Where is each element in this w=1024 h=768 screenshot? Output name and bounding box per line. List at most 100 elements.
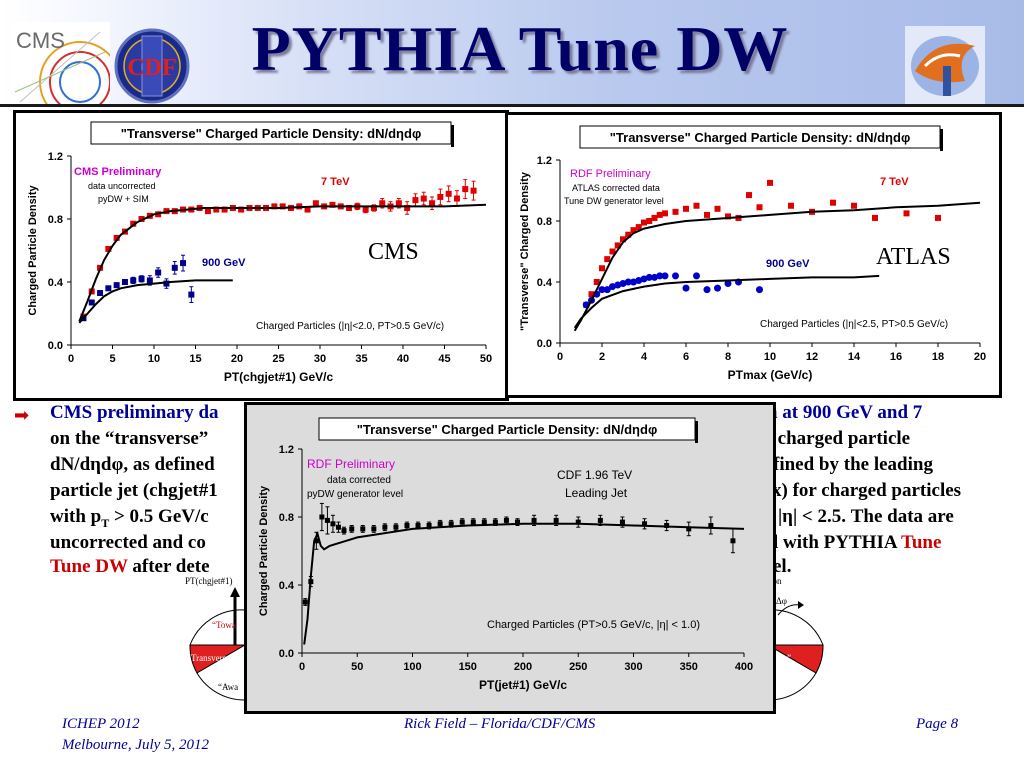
data-point [279, 203, 286, 210]
diagram-away-label: “Awa [218, 682, 239, 692]
data-point [730, 538, 736, 544]
data-point [651, 273, 658, 281]
body-line-1-right: a at 900 GeV and 7 [768, 402, 923, 423]
data-point [672, 208, 679, 215]
data-point [788, 202, 794, 209]
x-tick-label: 50 [351, 661, 363, 673]
data-point [651, 214, 658, 221]
y-tick-label: 0.8 [537, 216, 552, 228]
x-tick-label: 10 [764, 351, 776, 363]
data-point [656, 272, 664, 280]
data-point [903, 210, 910, 217]
data-point [851, 202, 857, 209]
annotation-cuts: Charged Particles (|η|<2.0, PT>0.5 GeV/c… [256, 321, 444, 332]
data-point [642, 521, 648, 527]
data-point [130, 220, 137, 227]
data-point [703, 286, 711, 294]
x-tick-label: 400 [735, 661, 753, 673]
data-point [382, 524, 388, 530]
data-point [437, 193, 444, 200]
data-point [645, 273, 653, 281]
data-point [393, 524, 399, 530]
annotation-exp1: CDF 1.96 TeV [557, 468, 632, 482]
cdf-logo: CDF [112, 28, 192, 104]
data-point [724, 280, 732, 288]
data-point [121, 279, 128, 285]
x-tick-label: 0 [557, 351, 563, 363]
data-point [693, 272, 700, 280]
data-point [756, 286, 763, 294]
chart-title-shadow [451, 125, 454, 147]
data-point [362, 206, 369, 213]
x-tick-label: 2 [599, 351, 605, 363]
data-point [415, 523, 421, 528]
data-point [313, 538, 319, 544]
data-point [329, 201, 336, 208]
data-point [429, 200, 436, 207]
data-point [448, 521, 454, 527]
data-point [514, 519, 520, 525]
data-point [624, 278, 632, 286]
y-tick-label: 0.8 [48, 214, 63, 226]
data-point [625, 231, 632, 238]
chart-cms: "Transverse" Charged Particle Density: d… [27, 121, 492, 384]
annotation-prelim: CMS Preliminary [74, 166, 162, 178]
footer-author: Rick Field – Florida/CDF/CMS [404, 716, 596, 732]
x-tick-label: 100 [403, 661, 421, 673]
body-line-3-left: dN/dηdφ, as defined [50, 454, 215, 475]
annotation-note1: ATLAS corrected data [572, 183, 660, 193]
x-tick-label: 12 [806, 351, 818, 363]
data-point [349, 526, 355, 532]
data-point [445, 190, 452, 197]
data-point [238, 206, 245, 213]
slide-title: PYTHIA Tune DW [251, 13, 789, 84]
annotation-note2: pyDW generator level [307, 489, 403, 500]
data-point [693, 202, 700, 209]
x-tick-label: 6 [683, 351, 689, 363]
data-point [575, 519, 581, 525]
diagram-transverse-left: “Transverse” [187, 653, 235, 663]
data-point [420, 195, 427, 202]
data-point [412, 197, 419, 204]
x-axis-label: PTmax (GeV/c) [728, 368, 813, 382]
x-tick-label: 250 [569, 661, 587, 673]
data-point [437, 521, 443, 527]
y-axis-label: Charged Particle Density [27, 185, 39, 316]
y-tick-label: 1.2 [48, 151, 63, 163]
annotation-note2: Tune DW generator level [564, 196, 664, 206]
x-tick-label: 20 [974, 351, 986, 363]
annotation-label_900: 900 GeV [202, 257, 246, 269]
y-tick-label: 0.0 [537, 338, 552, 350]
body-line-5-left: with pT > 0.5 GeV/c [50, 506, 209, 530]
data-point [470, 519, 476, 525]
data-point [105, 245, 112, 252]
y-tick-label: 1.2 [537, 155, 552, 167]
data-point [614, 281, 622, 289]
y-tick-label: 0.0 [48, 340, 63, 352]
data-point [163, 280, 170, 287]
data-point [630, 227, 637, 234]
annotation-exp2: Leading Jet [565, 486, 628, 500]
chart-title: "Transverse" Charged Particle Density: d… [121, 126, 422, 141]
data-point [146, 277, 153, 284]
data-point [395, 200, 402, 207]
data-point [138, 216, 145, 222]
x-tick-label: 300 [624, 661, 642, 673]
data-point [335, 524, 341, 530]
data-point [360, 526, 366, 532]
data-point [462, 186, 469, 193]
annotation-experiment: ATLAS [876, 244, 951, 270]
data-point [635, 224, 642, 231]
data-point [597, 517, 603, 523]
data-point [641, 219, 647, 226]
data-point [661, 272, 669, 280]
annotation-prelim: RDF Preliminary [570, 168, 651, 180]
data-point [593, 279, 600, 285]
y-tick-label: 0.4 [279, 580, 295, 592]
data-point [171, 264, 178, 271]
body-line-3-right: fined by the leading [773, 454, 933, 475]
data-point [379, 200, 386, 207]
data-point [635, 276, 643, 284]
x-axis-label: PT(jet#1) GeV/c [479, 678, 567, 692]
body-line-5-right: |η| < 2.5. The data are [778, 506, 954, 527]
